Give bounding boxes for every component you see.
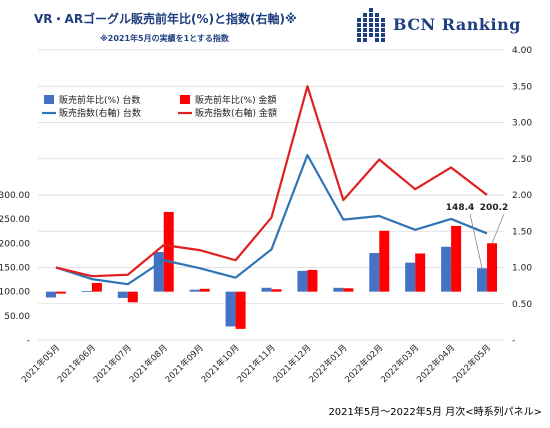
right-axis-tick-label: 1.00: [512, 264, 532, 274]
bar-units: [189, 289, 200, 292]
bar-units: [117, 291, 128, 298]
bar-units: [261, 287, 272, 292]
data-label-leader: [491, 213, 505, 244]
legend-swatch: [180, 95, 190, 104]
legend-label: 販売前年比(%) 金額: [195, 94, 276, 106]
legend-label: 販売指数(右軸) 台数: [59, 107, 141, 119]
right-axis-tick-label: 2.00: [512, 191, 532, 201]
data-label: 148.4: [446, 203, 474, 213]
bar-amount: [55, 291, 66, 294]
bar-units: [45, 291, 56, 298]
bcn-logo: BCN Ranking: [355, 8, 520, 46]
right-axis-tick-label: 0.50: [512, 300, 532, 310]
line-index-amount: [55, 85, 488, 278]
right-axis-tick-label: 3.00: [512, 119, 532, 129]
bar-units: [333, 287, 344, 292]
bar-amount: [379, 230, 390, 292]
legend-label: 販売前年比(%) 台数: [59, 94, 140, 106]
bar-units: [297, 270, 308, 292]
bar-amount: [235, 291, 246, 329]
bar-units: [225, 291, 236, 327]
right-axis-tick-label: -: [512, 336, 515, 346]
left-axis-tick-label: -: [27, 336, 30, 346]
legend-label: 販売指数(右軸) 金額: [195, 107, 277, 119]
bar-units: [81, 291, 92, 292]
chart-subtitle: ※2021年5月の実績を1とする指数: [100, 34, 229, 43]
data-label: 200.2: [480, 203, 508, 213]
bar-units: [441, 246, 452, 292]
footer-caption: 2021年5月～2022年5月 月次<時系列パネル>: [328, 407, 542, 418]
bar-amount: [415, 253, 426, 292]
bar-units: [369, 253, 380, 292]
chart-title: VR・ARゴーグル販売前年比(%)と指数(右軸)※: [34, 12, 297, 26]
data-label-leader: [469, 213, 483, 269]
right-axis-tick-label: 3.50: [512, 82, 532, 92]
bar-amount: [271, 289, 282, 292]
left-axis-tick-label: 200.00: [0, 239, 30, 249]
bar-units: [153, 252, 164, 292]
left-axis-tick-label: 100.00: [0, 288, 30, 298]
line-index-units: [55, 154, 488, 286]
right-axis-tick-label: 1.50: [512, 227, 532, 237]
brand-name: BCN Ranking: [393, 15, 521, 34]
bar-amount: [451, 225, 462, 292]
bar-amount: [199, 288, 210, 292]
bar-amount: [127, 291, 138, 303]
bar-units: [405, 262, 416, 292]
right-axis-tick-label: 4.00: [512, 46, 532, 56]
category-label: 2022年05月: [450, 342, 493, 385]
bar-units: [477, 268, 488, 292]
left-axis-tick-label: 50.00: [4, 312, 30, 322]
left-axis-tick-label: 150.00: [0, 264, 30, 274]
left-axis-tick-label: 250.00: [0, 215, 30, 225]
bar-amount: [307, 269, 318, 292]
left-axis-tick-label: 300.00: [0, 191, 30, 201]
bar-amount: [91, 282, 102, 292]
bcn-logo-icon: [357, 8, 385, 42]
bar-amount: [163, 211, 174, 292]
right-axis-tick-label: 2.50: [512, 155, 532, 165]
legend-swatch: [44, 95, 54, 104]
bar-amount: [343, 288, 354, 292]
bar-amount: [487, 243, 498, 292]
